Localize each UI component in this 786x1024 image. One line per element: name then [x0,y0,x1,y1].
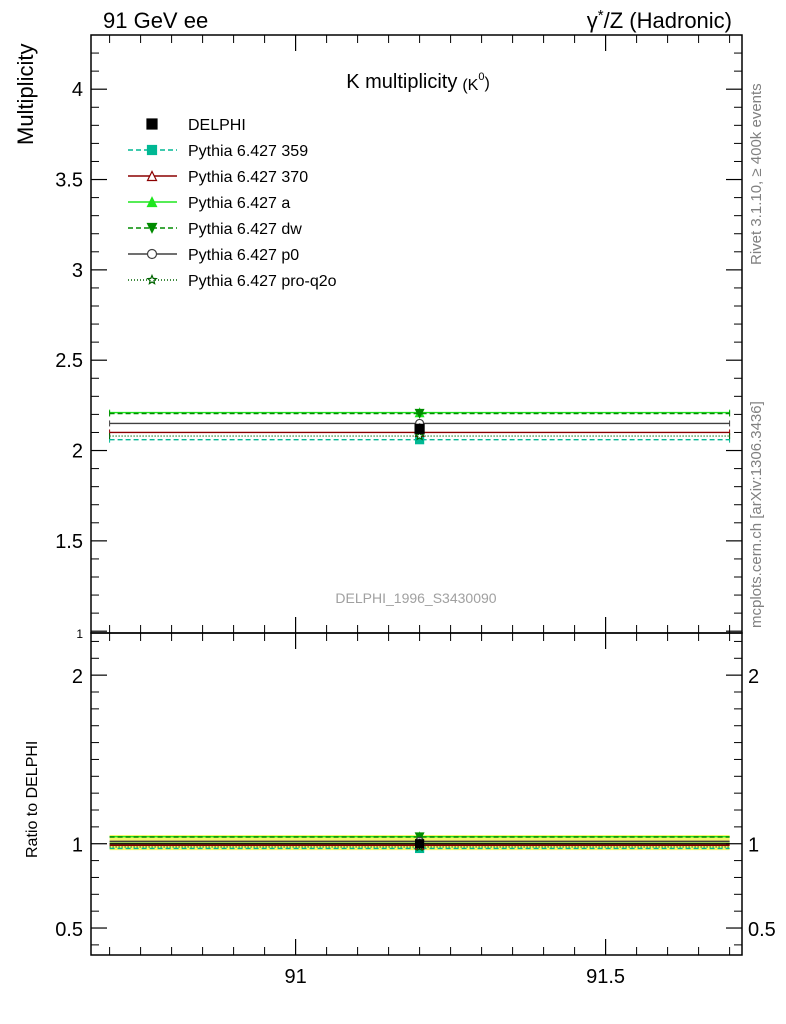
main-plot-panel: 1 1.5 2 2.5 3 3.5 4 K multiplicity (K0) DELPHI_… [13,34,743,641]
y-tick-label: 1 [76,627,83,641]
header-right-label: γ*/Z (Hadronic) [587,7,732,33]
y-tick-label: 1.5 [55,531,83,553]
y-tick-label: 2 [72,441,83,463]
ratio-y-tick-label-right: 2 [748,666,759,688]
legend-marker [146,170,158,182]
y-tick-label: 4 [72,79,83,101]
series-point [414,430,425,441]
ratio-y-tick-label: 1 [72,835,83,857]
mcplots-source-label: mcplots.cern.ch [arXiv:1306.3436] [748,401,765,628]
legend-label: Pythia 6.427 a [188,195,290,212]
analysis-watermark: DELPHI_1996_S3430090 [335,590,496,606]
chart-title: K multiplicity (K0) [346,71,490,94]
main-axis-ticks: 1 1.5 2 2.5 3 3.5 4 [55,35,742,641]
ratio-data-point [415,839,425,849]
series-point [414,408,425,419]
legend-label: Pythia 6.427 359 [188,143,308,160]
legend-marker [146,118,158,130]
ratio-y-tick-label-right: 0.5 [748,919,776,941]
ratio-y-tick-label-right: 1 [748,835,759,857]
legend-marker [146,222,158,234]
legend-marker [146,273,158,285]
legend-label: Pythia 6.427 370 [188,169,308,186]
y-tick-label: 2.5 [55,350,83,372]
legend-label: Pythia 6.427 p0 [188,247,299,264]
ratio-plot-panel: 0.5 0.5 1 1 2 2 91 91.5 Ratio to DELPHI [24,632,776,988]
legend-label: DELPHI [188,117,246,134]
y-tick-label: 3 [72,260,83,282]
ratio-y-tick-label: 0.5 [55,919,83,941]
y-axis-label: Multiplicity [13,44,38,145]
main-series-layer [109,407,731,445]
legend-marker [146,248,158,260]
y-tick-label: 3.5 [55,170,83,192]
ratio-axis-ticks: 0.5 0.5 1 1 2 2 91 91.5 [55,633,776,988]
ratio-series-layer [109,831,730,854]
legend-marker [146,144,158,156]
x-tick-label: 91.5 [586,966,625,988]
legend-label: Pythia 6.427 pro-q2o [188,273,337,290]
legend-label: Pythia 6.427 dw [188,221,302,238]
ratio-plot-frame [90,632,743,956]
rivet-version-label: Rivet 3.1.10, ≥ 400k events [748,83,765,265]
ratio-y-axis-label: Ratio to DELPHI [24,741,41,858]
legend: DELPHI Pythia 6.427 359 Pythia 6.427 370 Py… [128,117,337,290]
header-left-label: 91 GeV ee [103,8,208,33]
ratio-y-tick-label: 2 [72,666,83,688]
x-tick-label: 91 [284,966,306,988]
legend-marker [146,196,158,208]
data-point [414,423,425,434]
